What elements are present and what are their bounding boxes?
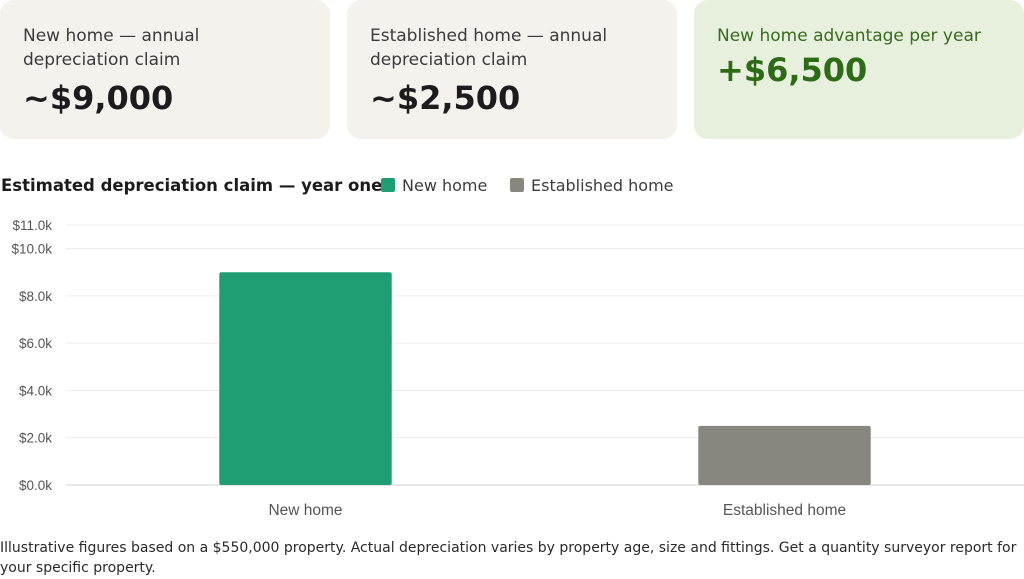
legend-item-new-home[interactable]: New home [381, 176, 487, 195]
card-value: ~$9,000 [23, 79, 174, 117]
legend-swatch [381, 178, 395, 192]
x-tick-label: Established home [723, 502, 846, 519]
card-label: Established home — annual depreciation c… [370, 26, 608, 70]
y-tick-label: $10.0k [11, 242, 52, 257]
card-label: New home advantage per year [717, 26, 981, 46]
established-home-claim-card: Established home — annual depreciation c… [347, 0, 677, 139]
bar [698, 425, 871, 485]
y-tick-label: $4.0k [19, 383, 52, 398]
card-value: ~$2,500 [370, 79, 521, 117]
card-label: New home — annual depreciation claim [23, 26, 200, 70]
y-tick-label: $2.0k [19, 431, 52, 446]
card-value: +$6,500 [717, 51, 868, 89]
bar [219, 272, 392, 485]
legend-label: Established home [531, 176, 674, 195]
y-tick-label: $0.0k [19, 478, 52, 493]
chart-header: Estimated depreciation claim — year one … [0, 174, 1024, 200]
x-tick-label: New home [268, 502, 342, 519]
y-tick-label: $6.0k [19, 336, 52, 351]
summary-cards: New home — annual depreciation claim ~$9… [0, 0, 1024, 140]
bar-chart: $0.0k $2.0k $4.0k $6.0k $8.0k $10.0k $11.0k New… [11, 218, 1024, 519]
legend-label: New home [402, 176, 488, 195]
y-tick-label: $8.0k [19, 289, 52, 304]
chart-title: Estimated depreciation claim — year one [1, 176, 383, 195]
new-home-claim-card: New home — annual depreciation claim ~$9… [0, 0, 330, 139]
legend-item-established-home[interactable]: Established home [510, 176, 674, 195]
legend-swatch [510, 178, 524, 192]
y-tick-label: $11.0k [12, 218, 52, 233]
advantage-card: New home advantage per year +$6,500 [694, 0, 1024, 139]
footnote: Illustrative figures based on a $550,000… [0, 540, 1017, 576]
